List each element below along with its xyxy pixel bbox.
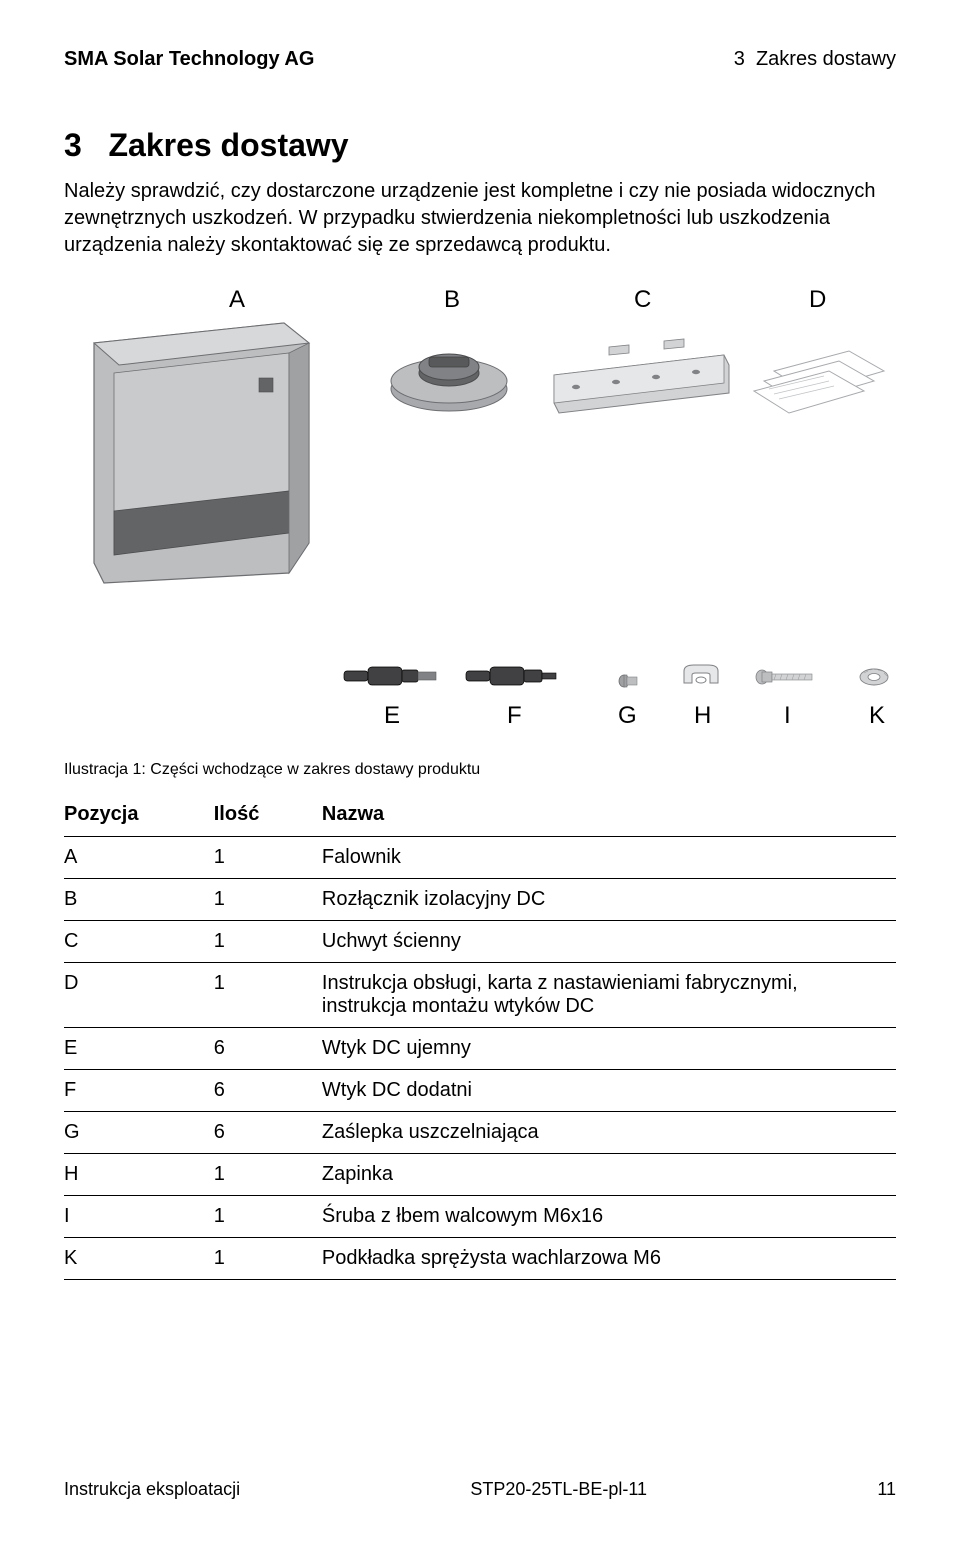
screw-icon (756, 670, 812, 684)
illustration-svg: A B C D (64, 283, 896, 753)
section-name: Zakres dostawy (108, 127, 348, 163)
table-row: F6Wtyk DC dodatni (64, 1070, 896, 1112)
table-row: E6Wtyk DC ujemny (64, 1028, 896, 1070)
th-qty: Ilość (214, 793, 322, 837)
table-body: A1Falownik B1Rozłącznik izolacyjny DC C1… (64, 837, 896, 1280)
documents-icon (754, 351, 884, 413)
sealing-plug-icon (619, 675, 637, 687)
dc-isolator-icon (391, 354, 507, 411)
table-row: A1Falownik (64, 837, 896, 879)
label-a: A (229, 286, 245, 313)
clip-icon (684, 665, 718, 683)
parts-table: Pozycja Ilość Nazwa A1Falownik B1Rozłącz… (64, 793, 896, 1280)
th-name: Nazwa (322, 793, 896, 837)
label-f: F (507, 702, 522, 729)
dc-plug-pos-icon (466, 667, 556, 685)
label-b: B (444, 286, 460, 313)
washer-icon (860, 669, 888, 685)
table-row: I1Śruba z łbem walcowym M6x16 (64, 1196, 896, 1238)
table-header-row: Pozycja Ilość Nazwa (64, 793, 896, 837)
table-row: B1Rozłącznik izolacyjny DC (64, 879, 896, 921)
page-footer: Instrukcja eksploatacji STP20-25TL-BE-pl… (64, 1479, 896, 1500)
label-d: D (809, 286, 826, 313)
footer-right: 11 (877, 1479, 896, 1500)
inverter-icon (94, 323, 309, 583)
label-g: G (618, 702, 637, 729)
section-title: 3 Zakres dostawy (64, 127, 896, 164)
scope-of-delivery-illustration: A B C D (64, 283, 896, 753)
table-row: H1Zapinka (64, 1154, 896, 1196)
intro-paragraph-1: Należy sprawdzić, czy dostarczone urządz… (64, 178, 896, 259)
page: SMA Solar Technology AG 3 Zakres dostawy… (0, 0, 960, 1548)
header-company: SMA Solar Technology AG (64, 48, 314, 71)
wall-bracket-icon (554, 339, 729, 413)
footer-center: STP20-25TL-BE-pl-11 (470, 1479, 647, 1500)
dc-plug-neg-icon (344, 667, 436, 685)
header-section: 3 Zakres dostawy (734, 48, 896, 71)
table-row: C1Uchwyt ścienny (64, 921, 896, 963)
illustration-caption: Ilustracja 1: Części wchodzące w zakres … (64, 761, 896, 779)
label-e: E (384, 702, 400, 729)
table-row: G6Zaślepka uszczelniająca (64, 1112, 896, 1154)
label-k: K (869, 702, 885, 729)
table-row: D1Instrukcja obsługi, karta z nastawieni… (64, 963, 896, 1028)
label-c: C (634, 286, 651, 313)
page-header: SMA Solar Technology AG 3 Zakres dostawy (64, 48, 896, 71)
label-i: I (784, 702, 791, 729)
section-number: 3 (64, 127, 82, 163)
table-row: K1Podkładka sprężysta wachlarzowa M6 (64, 1238, 896, 1280)
footer-left: Instrukcja eksploatacji (64, 1479, 240, 1500)
label-h: H (694, 702, 711, 729)
th-pos: Pozycja (64, 793, 214, 837)
